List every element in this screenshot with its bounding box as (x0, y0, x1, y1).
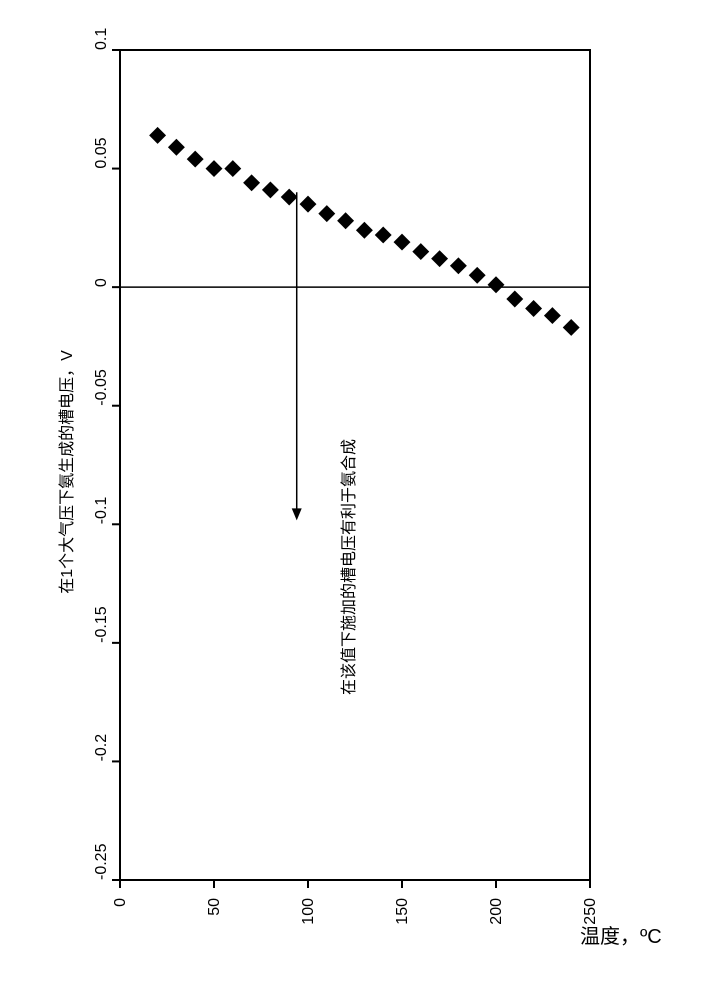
svg-text:0.05: 0.05 (93, 137, 110, 168)
svg-text:-0.2: -0.2 (93, 734, 110, 762)
svg-text:0: 0 (112, 898, 129, 907)
y-axis-label: 在1个大气压下氨生成的槽电压，V (53, 347, 77, 597)
svg-text:-0.15: -0.15 (93, 606, 110, 643)
svg-text:100: 100 (300, 898, 317, 925)
svg-text:-0.25: -0.25 (93, 843, 110, 880)
svg-text:0: 0 (93, 278, 110, 287)
svg-text:0.1: 0.1 (93, 28, 110, 50)
svg-text:-0.05: -0.05 (93, 369, 110, 406)
svg-text:-0.1: -0.1 (93, 497, 110, 525)
page-container: 0.1 0.05 0 -0.05 -0.1 -0.15 -0.2 -0.25 0 50 100 150… (0, 0, 710, 1000)
x-axis-label: 温度，ºC (580, 920, 662, 949)
chart-annotation: 在该值下施加的槽电压有利于氨合成 (335, 439, 359, 695)
svg-text:50: 50 (206, 898, 223, 916)
svg-text:150: 150 (394, 898, 411, 925)
svg-text:200: 200 (488, 898, 505, 925)
